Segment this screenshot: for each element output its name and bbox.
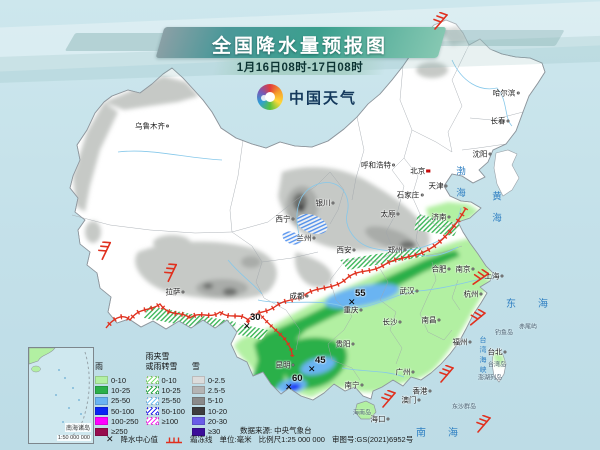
legend-item: 0-10 (145, 375, 185, 385)
pinwheel-logo-icon (257, 84, 283, 110)
data-source: 数据来源: 中央气象台 (240, 426, 312, 435)
province-borders (71, 44, 524, 381)
legend-sleet-header: 雨夹雪 或雨转雪 (145, 352, 178, 371)
legend: 雨 0-10 10-25 25-50 50-100 (95, 349, 227, 437)
legend-item: 5-10 (191, 396, 227, 406)
legend-swatch (191, 427, 205, 436)
legend-sleet-column: 雨夹雪 或雨转雪 0-10 10-25 25-50 50- (145, 349, 185, 437)
legend-swatch (145, 386, 159, 395)
inset-title: 南海诸岛 (64, 423, 91, 432)
legend-snow-column: 雪 0-2.5 2.5-5 5-10 10-20 (191, 349, 227, 437)
legend-item: 25-50 (145, 396, 185, 406)
legend-swatch (145, 396, 159, 405)
legend-swatch (95, 396, 108, 405)
legend-item: ≥30 (191, 426, 227, 436)
forecast-period: 1月16日08时-17日08时 (236, 62, 364, 74)
x-marker-icon: ✕ (106, 434, 114, 444)
legend-item: 25-50 (95, 396, 139, 406)
korea-outline (493, 149, 520, 197)
logo-text: 中国天气 (289, 89, 358, 107)
legend-swatch (191, 386, 205, 395)
legend-item: ≥250 (95, 426, 139, 436)
legend-item: 50-100 (95, 406, 139, 416)
legend-swatch (145, 376, 159, 385)
legend-item: 10-25 (95, 385, 139, 395)
legend-item: 100-250 (95, 416, 139, 426)
legend-item: 50-100 (145, 406, 185, 416)
frost-line-label: 霜冻线 (190, 435, 213, 444)
legend-swatch (191, 407, 205, 416)
legend-item: 0-2.5 (191, 375, 227, 385)
legend-swatch (145, 417, 159, 426)
south-china-sea-inset: 南海诸岛 1:50 000 000 (28, 347, 94, 444)
legend-item: ≥100 (145, 416, 185, 426)
legend-item: 20-30 (191, 416, 227, 426)
legend-swatch (95, 376, 108, 385)
legend-item: 2.5-5 (191, 385, 227, 395)
legend-swatch (95, 386, 108, 395)
legend-rain-header: 雨 (95, 362, 103, 371)
legend-swatch (145, 407, 159, 416)
legend-swatch (191, 376, 205, 385)
frost-line-icon (166, 437, 183, 443)
approval-number: 审图号:GS(2021)6952号 (331, 435, 414, 444)
precipitation-layers (73, 26, 505, 397)
legend-rain-column: 雨 0-10 10-25 25-50 50-100 (95, 349, 139, 437)
legend-item: 0-10 (95, 375, 139, 385)
legend-swatch (95, 407, 108, 416)
legend-swatch (191, 417, 205, 426)
hainan-outline (354, 400, 377, 420)
legend-notes: ✕ 降水中心值 霜冻线 单位:毫米 比例尺1:25 000 000 审图号:GS… (106, 434, 413, 445)
rivers (117, 59, 513, 378)
legend-swatch (95, 427, 108, 436)
unit-label: 单位:毫米 (219, 435, 252, 444)
inset-scale: 1:50 000 000 (56, 435, 91, 441)
scale-label: 比例尺1:25 000 000 (258, 435, 325, 444)
china-weather-logo: 中国天气 (257, 84, 357, 110)
legend-swatch (191, 396, 205, 405)
legend-snow-header: 雪 (191, 362, 200, 371)
legend-swatch (95, 417, 108, 426)
frost-line (104, 206, 469, 358)
legend-item: 10-20 (191, 406, 227, 416)
center-value-label: 降水中心值 (120, 435, 159, 444)
legend-item: 10-25 (145, 385, 185, 395)
page-title: 全国降水量预报图 (211, 36, 388, 57)
